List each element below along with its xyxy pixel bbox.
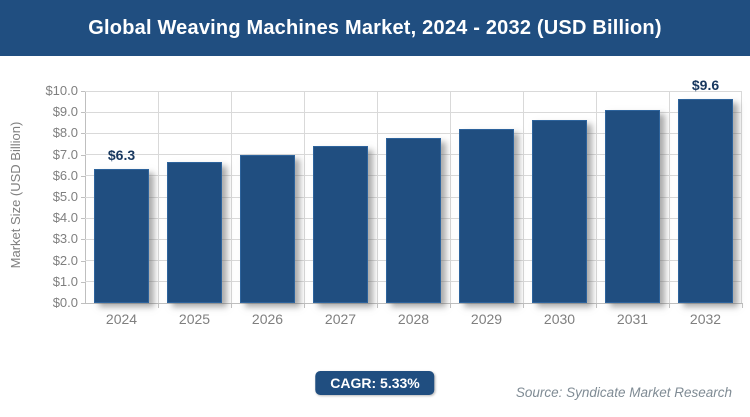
bar-2026 (240, 154, 295, 303)
v-gridline (595, 91, 597, 303)
chart-title: Global Weaving Machines Market, 2024 - 2… (88, 16, 662, 39)
v-gridline (522, 91, 524, 303)
y-axis-tick-label: $1.0 (52, 273, 78, 289)
bar-2032 (678, 99, 733, 303)
cagr-badge: CAGR: 5.33% (315, 371, 435, 395)
x-axis-tick (523, 304, 524, 308)
x-axis-tick (304, 304, 305, 308)
x-axis-tick-label: 2025 (178, 311, 211, 327)
y-axis-tick (81, 218, 85, 220)
cagr-label: CAGR: 5.33% (330, 375, 420, 391)
y-axis-tick (81, 303, 85, 304)
bar-2030 (532, 119, 587, 303)
x-axis-tick (596, 304, 597, 308)
y-axis-tick (81, 112, 85, 114)
y-axis-tick-label: $7.0 (52, 146, 78, 162)
h-gridline (85, 111, 742, 113)
v-gridline (230, 91, 232, 303)
bar-value-label: $9.6 (691, 77, 720, 94)
y-axis-tick-label: $10.0 (45, 83, 78, 98)
chart-title-bar: Global Weaving Machines Market, 2024 - 2… (0, 0, 750, 56)
y-axis-tick-label: $2.0 (52, 252, 78, 268)
x-axis-tick (231, 304, 232, 308)
x-axis-tick-label: 2026 (251, 311, 284, 327)
bar-2024 (94, 169, 149, 303)
x-axis-tick (450, 304, 451, 308)
y-axis-tick-label: $8.0 (52, 125, 78, 141)
bar-2025 (167, 162, 222, 303)
source-text: Source: Syndicate Market Research (515, 385, 732, 400)
x-axis-tick (669, 304, 670, 308)
y-axis-tick-label: $5.0 (52, 189, 78, 204)
y-axis-tick (81, 175, 85, 177)
x-axis-tick (158, 304, 159, 308)
bar-2031 (605, 110, 660, 303)
v-gridline (668, 91, 670, 303)
x-axis-tick-label: 2028 (397, 311, 430, 327)
x-axis-tick-label: 2029 (470, 311, 503, 327)
x-axis-tick-label: 2024 (105, 311, 138, 327)
y-axis-title: Market Size (USD Billion) (8, 121, 23, 269)
v-gridline (157, 91, 159, 303)
v-gridline (449, 91, 451, 303)
x-axis-tick-label: 2027 (324, 311, 357, 327)
y-axis-tick (81, 91, 85, 92)
y-axis-tick (81, 197, 85, 198)
y-axis-tick (81, 260, 85, 262)
v-gridline (741, 91, 742, 303)
v-gridline (376, 91, 378, 303)
y-axis-tick-label: $6.0 (52, 167, 78, 183)
y-axis-tick-label: $0.0 (52, 295, 78, 310)
y-axis-tick-label: $9.0 (52, 104, 78, 120)
h-gridline (85, 132, 742, 134)
bar-2029 (459, 129, 514, 303)
bar-2027 (313, 146, 368, 303)
y-axis-tick-label: $3.0 (52, 231, 78, 247)
y-axis-tick (81, 154, 85, 156)
h-gridline (85, 91, 742, 92)
x-axis-tick-label: 2030 (543, 311, 576, 327)
bar-2028 (386, 137, 441, 303)
x-axis-tick (377, 304, 378, 308)
v-gridline (303, 91, 305, 303)
plot-area (85, 91, 742, 303)
y-axis-tick (81, 239, 85, 241)
x-axis-line (85, 303, 743, 304)
x-axis-tick (742, 304, 743, 308)
y-axis-tick (81, 281, 85, 283)
bar-value-label: $6.3 (107, 147, 136, 164)
y-axis-tick (81, 133, 85, 135)
x-axis-tick-label: 2031 (616, 311, 649, 327)
y-axis-tick-label: $4.0 (52, 210, 78, 226)
x-axis-tick-label: 2032 (689, 311, 722, 327)
